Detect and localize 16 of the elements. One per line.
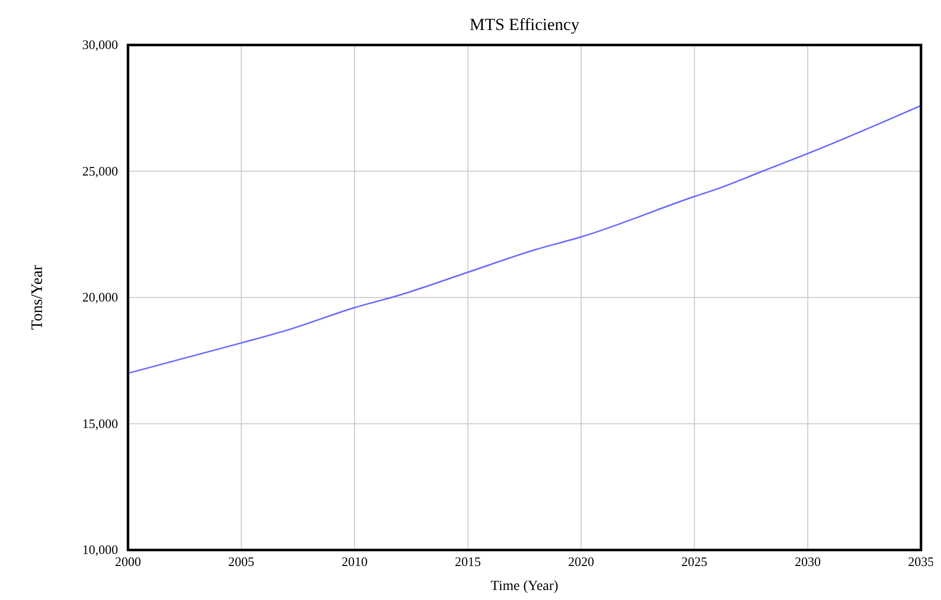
x-tick-label: 2005 (228, 554, 254, 569)
x-axis-title: Time (Year) (490, 579, 559, 594)
line-series (127, 104, 922, 374)
x-tick-label: 2000 (115, 554, 141, 569)
y-tick-label: 15,000 (82, 416, 118, 431)
y-tick-label: 30,000 (82, 37, 118, 52)
x-tick-label: 2015 (454, 554, 481, 569)
x-tick-label: 2010 (342, 554, 368, 569)
x-tick-label: 2020 (568, 554, 594, 569)
x-tick-label: 2025 (681, 554, 708, 569)
chart-title: MTS Efficiency (470, 15, 580, 34)
y-axis-title: Tons/Year (29, 264, 46, 330)
y-tick-label: 10,000 (82, 542, 118, 557)
y-tick-label: 20,000 (82, 290, 118, 304)
y-tick-label: 25,000 (82, 163, 118, 178)
x-tick-label: 2030 (794, 554, 821, 569)
